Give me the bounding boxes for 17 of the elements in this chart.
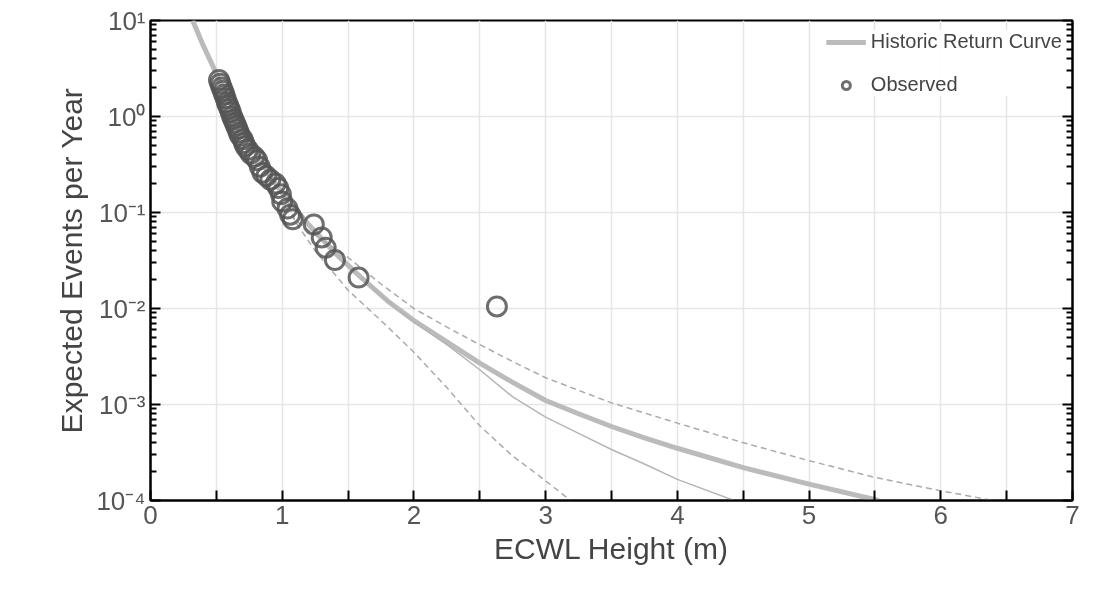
- x-tick-label: 6: [933, 499, 949, 530]
- y-tick-label: 10⁰: [107, 101, 146, 132]
- x-tick-label: 0: [143, 499, 158, 530]
- legend-label: Observed: [870, 73, 958, 96]
- x-tick-label: 1: [274, 499, 290, 530]
- y-tick-label: 10¹: [107, 5, 146, 36]
- legend-label: Historic Return Curve: [870, 30, 1062, 53]
- x-tick-label: 4: [670, 499, 685, 530]
- y-axis-title: Expected Events per Year: [55, 88, 89, 434]
- x-tick-label: 3: [538, 499, 553, 530]
- x-tick-label: 5: [801, 499, 817, 530]
- y-tick-label: 10⁻¹: [98, 197, 146, 228]
- x-tick-label: 7: [1065, 499, 1080, 530]
- x-axis-title: ECWL Height (m): [493, 531, 728, 565]
- y-tick-label: 10⁻³: [98, 389, 146, 420]
- y-tick-label: 10⁻²: [98, 293, 146, 324]
- x-tick-label: 2: [406, 499, 422, 530]
